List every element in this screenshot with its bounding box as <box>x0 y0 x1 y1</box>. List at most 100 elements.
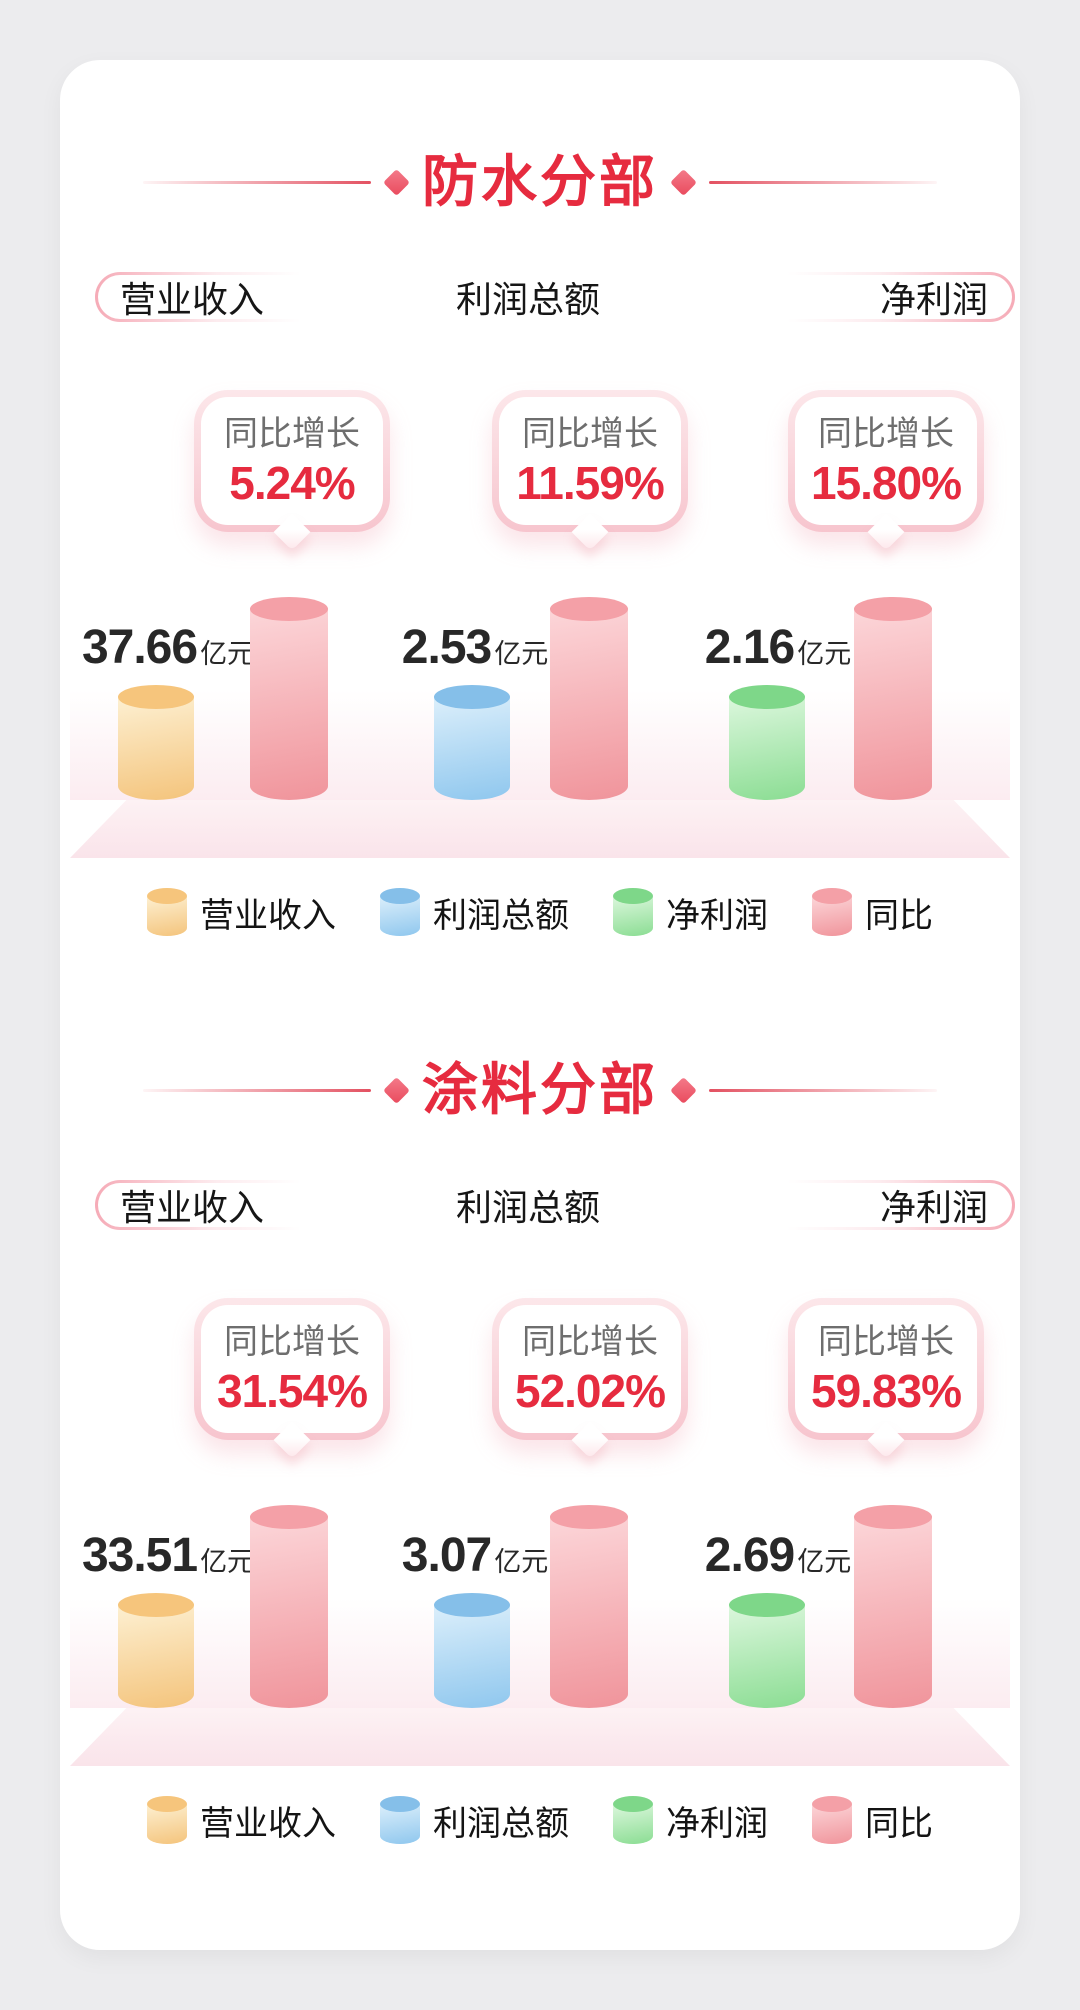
growth-value: 11.59% <box>516 456 664 509</box>
legend: 营业收入 利润总额 净利润 同比 <box>60 884 1020 940</box>
value-unit: 亿元 <box>200 1547 255 1577</box>
header-pill-net-profit: 净利润 <box>747 272 1015 322</box>
legend: 营业收入 利润总额 净利润 同比 <box>60 1792 1020 1848</box>
header-label: 净利润 <box>750 275 1012 320</box>
bar-yoy-net-profit <box>854 1505 932 1708</box>
bar-yoy-total-profit <box>550 1505 628 1708</box>
cylinder-icon <box>380 888 420 936</box>
header-pill-revenue: 营业收入 <box>95 272 337 322</box>
growth-label: 同比增长 <box>522 1322 658 1361</box>
title-divider-left <box>143 180 371 184</box>
value-unit: 亿元 <box>797 1547 852 1577</box>
value-total-profit: 3.07 亿元 <box>360 1528 590 1588</box>
header-total-profit: 利润总额 <box>455 279 600 320</box>
growth-label: 同比增长 <box>224 414 360 453</box>
title-divider-left <box>143 1088 371 1092</box>
value-number: 2.16 <box>704 621 795 674</box>
bar-yoy-total-profit <box>550 597 628 800</box>
value-unit: 亿元 <box>200 639 255 669</box>
value-unit: 亿元 <box>797 639 852 669</box>
growth-bubble-net-profit: 同比增长 15.80% <box>788 390 984 532</box>
value-unit: 亿元 <box>494 639 549 669</box>
floor-platform <box>70 1708 1010 1766</box>
header-label: 营业收入 <box>98 1183 334 1228</box>
value-number: 2.69 <box>704 1529 795 1582</box>
section-title-row: 涂料分部 <box>60 1058 1020 1122</box>
bar-net-profit <box>729 685 805 800</box>
title-divider-right <box>709 1088 937 1092</box>
growth-value: 59.83% <box>810 1364 962 1417</box>
growth-label: 同比增长 <box>224 1322 360 1361</box>
legend-label: 营业收入 <box>200 1804 336 1843</box>
floor-platform <box>70 800 1010 858</box>
growth-label: 同比增长 <box>818 414 954 453</box>
growth-value: 15.80% <box>810 456 962 509</box>
legend-item-revenue: 营业收入 <box>147 1796 336 1845</box>
growth-value: 52.02% <box>514 1364 666 1417</box>
diamond-icon <box>383 168 410 196</box>
growth-bubble-revenue: 同比增长 31.54% <box>194 1298 390 1440</box>
legend-item-yoy: 同比 <box>812 888 933 937</box>
value-number: 37.66 <box>81 621 198 674</box>
legend-item-revenue: 营业收入 <box>147 888 336 937</box>
legend-label: 营业收入 <box>200 896 336 935</box>
header-label: 净利润 <box>750 1183 1012 1228</box>
legend-label: 利润总额 <box>433 896 569 935</box>
section-title-row: 防水分部 <box>60 150 1020 214</box>
bar-revenue <box>118 1593 194 1708</box>
value-number: 33.51 <box>81 1529 198 1582</box>
cylinder-icon <box>147 888 187 936</box>
diamond-icon <box>383 1076 410 1104</box>
title-divider-right <box>709 180 937 184</box>
value-number: 3.07 <box>401 1529 492 1582</box>
cylinder-icon <box>613 1796 653 1844</box>
bar-yoy-revenue <box>250 1505 328 1708</box>
infographic-card: 防水分部 营业收入 利润总额 净利润 同比增长 5.24% 同比增长 11.59… <box>60 60 1020 1950</box>
value-unit: 亿元 <box>494 1547 549 1577</box>
legend-item-yoy: 同比 <box>812 1796 933 1845</box>
legend-item-total-profit: 利润总额 <box>380 1796 569 1845</box>
cylinder-icon <box>812 888 852 936</box>
growth-value: 5.24% <box>229 456 355 509</box>
section-waterproof: 防水分部 营业收入 利润总额 净利润 同比增长 5.24% 同比增长 11.59… <box>60 150 1020 950</box>
cylinder-icon <box>812 1796 852 1844</box>
value-net-profit: 2.69 亿元 <box>663 1528 893 1588</box>
header-total-profit: 利润总额 <box>455 1187 600 1228</box>
header-label: 营业收入 <box>98 275 334 320</box>
legend-item-net-profit: 净利润 <box>613 1796 768 1845</box>
growth-label: 同比增长 <box>522 414 658 453</box>
section-title: 防水分部 <box>422 150 658 213</box>
growth-bubble-total-profit: 同比增长 52.02% <box>492 1298 688 1440</box>
bar-revenue <box>118 685 194 800</box>
floor-haze <box>70 1598 1010 1708</box>
value-revenue: 37.66 亿元 <box>53 620 283 680</box>
header-pill-net-profit: 净利润 <box>747 1180 1015 1230</box>
legend-label: 利润总额 <box>433 1804 569 1843</box>
floor-haze <box>70 690 1010 800</box>
cylinder-icon <box>380 1796 420 1844</box>
cylinder-icon <box>613 888 653 936</box>
bar-yoy-net-profit <box>854 597 932 800</box>
value-revenue: 33.51 亿元 <box>53 1528 283 1588</box>
growth-value: 31.54% <box>216 1364 368 1417</box>
section-coatings: 涂料分部 营业收入 利润总额 净利润 同比增长 31.54% 同比增长 52.0… <box>60 1058 1020 1858</box>
diamond-icon <box>670 168 697 196</box>
legend-label: 净利润 <box>666 1804 768 1843</box>
legend-label: 净利润 <box>666 896 768 935</box>
legend-item-total-profit: 利润总额 <box>380 888 569 937</box>
growth-bubble-net-profit: 同比增长 59.83% <box>788 1298 984 1440</box>
growth-bubble-revenue: 同比增长 5.24% <box>194 390 390 532</box>
value-net-profit: 2.16 亿元 <box>663 620 893 680</box>
bar-yoy-revenue <box>250 597 328 800</box>
bar-net-profit <box>729 1593 805 1708</box>
header-pill-revenue: 营业收入 <box>95 1180 337 1230</box>
cylinder-icon <box>147 1796 187 1844</box>
growth-bubble-total-profit: 同比增长 11.59% <box>492 390 688 532</box>
value-total-profit: 2.53 亿元 <box>360 620 590 680</box>
bar-total-profit <box>434 1593 510 1708</box>
diamond-icon <box>670 1076 697 1104</box>
value-number: 2.53 <box>401 621 492 674</box>
legend-item-net-profit: 净利润 <box>613 888 768 937</box>
legend-label: 同比 <box>865 1804 933 1843</box>
section-title: 涂料分部 <box>422 1058 658 1121</box>
